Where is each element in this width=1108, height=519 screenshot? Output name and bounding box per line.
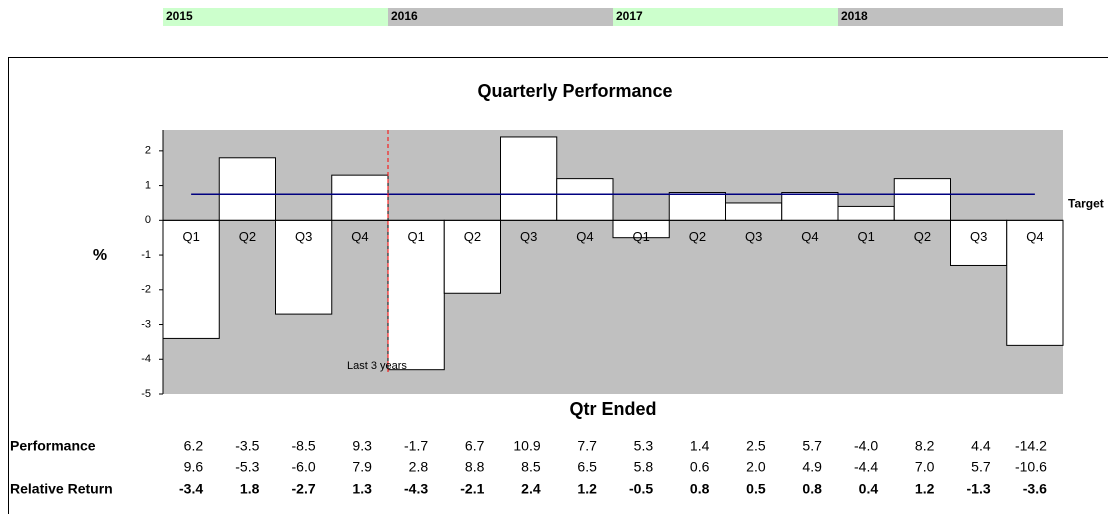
table-cell: 2.5 [746, 438, 766, 454]
table-cell: 6.5 [577, 459, 597, 475]
table-cell: 8.8 [465, 459, 485, 475]
x-tick-label: Q2 [914, 229, 931, 244]
table-cell: 6.7 [465, 438, 485, 454]
year-band [163, 8, 388, 26]
table-cell: 2.0 [746, 459, 766, 475]
table-cell: 6.2 [184, 438, 204, 454]
marker-label: Last 3 years [347, 360, 407, 372]
table-cell: -4.3 [404, 481, 428, 497]
x-tick-label: Q1 [632, 229, 649, 244]
table-cell: 2.4 [521, 481, 541, 497]
x-axis-label: Qtr Ended [569, 399, 656, 419]
table-cell: 5.7 [971, 459, 991, 475]
table-cell: 5.3 [634, 438, 654, 454]
bar [219, 158, 275, 221]
table-cell: -3.6 [1023, 481, 1047, 497]
x-tick-label: Q4 [1026, 229, 1043, 244]
table-cell: 1.2 [577, 481, 597, 497]
table-cell: 8.5 [521, 459, 541, 475]
x-tick-label: Q1 [182, 229, 199, 244]
x-tick-label: Q2 [464, 229, 481, 244]
year-label: 2017 [616, 9, 643, 23]
bar [557, 179, 613, 221]
table-cell: -1.3 [967, 481, 991, 497]
table-cell: 9.3 [352, 438, 372, 454]
table-cell: -10.6 [1015, 459, 1047, 475]
y-axis-label: % [93, 247, 107, 264]
table-cell: 10.9 [513, 438, 540, 454]
table-cell: 7.7 [577, 438, 597, 454]
table-cell: -2.7 [292, 481, 316, 497]
table-cell: 2.8 [409, 459, 429, 475]
y-tick-label: -1 [141, 249, 151, 261]
table-cell: -0.5 [629, 481, 653, 497]
bar [894, 179, 950, 221]
table-cell: 1.2 [915, 481, 935, 497]
row-label: Performance [10, 438, 96, 454]
table-cell: 8.2 [915, 438, 935, 454]
table-cell: 5.8 [634, 459, 654, 475]
target-label: Target [1068, 196, 1104, 210]
x-tick-label: Q1 [407, 229, 424, 244]
table-cell: 4.4 [971, 438, 991, 454]
table-cell: 0.5 [746, 481, 766, 497]
year-band [613, 8, 838, 26]
chart-title: Quarterly Performance [477, 81, 672, 101]
x-tick-label: Q1 [857, 229, 874, 244]
table-cell: 0.8 [690, 481, 710, 497]
table-cell: -8.5 [292, 438, 316, 454]
table-cell: 7.0 [915, 459, 935, 475]
x-tick-label: Q4 [801, 229, 818, 244]
table-cell: 4.9 [802, 459, 822, 475]
year-label: 2015 [166, 9, 193, 23]
y-tick-label: -2 [141, 284, 151, 296]
table-cell: -4.4 [854, 459, 878, 475]
table-cell: 0.6 [690, 459, 710, 475]
table-cell: -3.4 [179, 481, 203, 497]
table-cell: -4.0 [854, 438, 878, 454]
x-tick-label: Q2 [239, 229, 256, 244]
y-tick-label: 1 [145, 179, 151, 191]
table-cell: -2.1 [460, 481, 484, 497]
y-tick-label: 0 [145, 214, 151, 226]
table-cell: -1.7 [404, 438, 428, 454]
table-cell: 0.4 [859, 481, 879, 497]
table-cell: -14.2 [1015, 438, 1047, 454]
table-cell: -6.0 [292, 459, 316, 475]
x-tick-label: Q4 [351, 229, 368, 244]
bar [669, 193, 725, 221]
y-tick-label: 2 [145, 145, 151, 157]
bar [838, 206, 894, 220]
year-label: 2016 [391, 9, 418, 23]
bar [782, 193, 838, 221]
table-cell: -5.3 [235, 459, 259, 475]
table-cell: 9.6 [184, 459, 204, 475]
table-cell: 1.8 [240, 481, 260, 497]
x-tick-label: Q2 [689, 229, 706, 244]
x-tick-label: Q4 [576, 229, 593, 244]
year-band [838, 8, 1063, 26]
x-tick-label: Q3 [295, 229, 312, 244]
table-cell: 0.8 [802, 481, 822, 497]
table-cell: 1.4 [690, 438, 710, 454]
table-cell: 1.3 [352, 481, 372, 497]
y-tick-label: -4 [141, 353, 151, 365]
bar [501, 137, 557, 220]
table-cell: -3.5 [235, 438, 259, 454]
y-tick-label: -5 [141, 388, 151, 400]
year-label: 2018 [841, 9, 868, 23]
table-cell: 7.9 [352, 459, 372, 475]
x-tick-label: Q3 [520, 229, 537, 244]
year-band [388, 8, 613, 26]
row-label: Relative Return [10, 481, 113, 497]
x-tick-label: Q3 [970, 229, 987, 244]
y-tick-label: -3 [141, 318, 151, 330]
table-cell: 5.7 [802, 438, 822, 454]
x-tick-label: Q3 [745, 229, 762, 244]
bar [332, 175, 388, 220]
bar [726, 203, 782, 220]
